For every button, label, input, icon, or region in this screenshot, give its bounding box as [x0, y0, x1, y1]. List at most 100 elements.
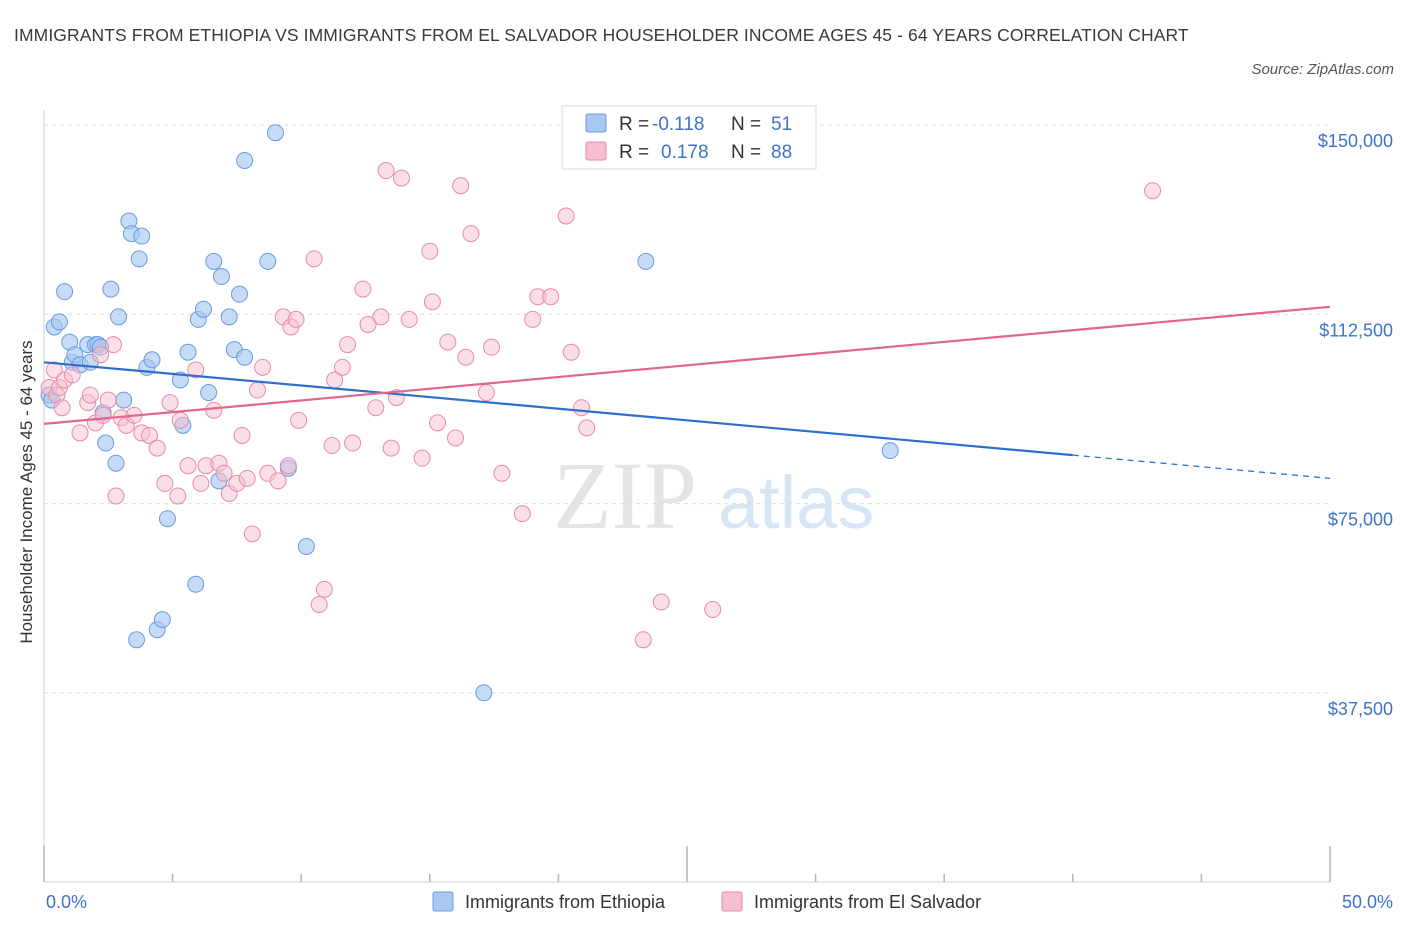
- point-salvador-83: [578, 419, 596, 437]
- point-salvador-62: [393, 169, 411, 187]
- x-tick-label-1: 50.0%: [1342, 892, 1393, 912]
- point-ethiopia-33: [187, 575, 205, 593]
- point-salvador-56: [359, 315, 377, 333]
- point-salvador-59: [377, 162, 395, 180]
- point-salvador-13: [99, 391, 117, 409]
- point-salvador-6: [63, 366, 81, 384]
- point-ethiopia-36: [200, 384, 218, 402]
- point-salvador-71: [457, 348, 475, 366]
- legend-n-label-ethiopia: N =: [731, 114, 761, 135]
- point-salvador-75: [493, 464, 511, 482]
- point-salvador-55: [354, 280, 372, 298]
- trend-line-ethiopia: [43, 361, 1073, 457]
- point-salvador-46: [290, 411, 308, 429]
- point-ethiopia-15: [97, 434, 115, 452]
- point-salvador-24: [169, 487, 187, 505]
- watermark-atlas: atlas: [718, 461, 874, 544]
- point-salvador-84: [634, 631, 652, 649]
- point-salvador-12: [94, 406, 112, 424]
- legend-n-value-salvador: 88: [771, 142, 792, 163]
- point-ethiopia-29: [158, 510, 176, 528]
- point-salvador-4: [53, 399, 71, 417]
- x-tick-label-0: 0.0%: [46, 892, 87, 912]
- point-salvador-73: [477, 384, 495, 402]
- point-salvador-81: [562, 343, 580, 361]
- point-ethiopia-43: [236, 348, 254, 366]
- point-salvador-52: [333, 358, 351, 376]
- series-salvador: [40, 162, 1162, 649]
- point-salvador-87: [1144, 182, 1162, 200]
- point-salvador-14: [104, 336, 122, 354]
- point-salvador-85: [652, 593, 670, 611]
- point-ethiopia-48: [297, 537, 315, 555]
- point-ethiopia-22: [128, 631, 146, 649]
- point-salvador-41: [269, 472, 287, 490]
- legend-swatch-ethiopia: [585, 113, 607, 133]
- point-ethiopia-18: [110, 308, 128, 326]
- point-salvador-37: [243, 525, 261, 543]
- point-salvador-80: [557, 207, 575, 225]
- point-ethiopia-24: [133, 227, 151, 245]
- point-salvador-32: [215, 464, 233, 482]
- point-salvador-26: [179, 457, 197, 475]
- point-ethiopia-19: [115, 391, 133, 409]
- point-salvador-11: [92, 346, 110, 364]
- y-tick-label-3: $150,000: [1318, 131, 1393, 151]
- point-salvador-35: [233, 426, 251, 444]
- point-salvador-30: [205, 401, 223, 419]
- point-ethiopia-35: [194, 300, 212, 318]
- legend-n-value-ethiopia: 51: [771, 114, 792, 135]
- point-salvador-43: [279, 457, 297, 475]
- point-salvador-70: [452, 177, 470, 195]
- point-ethiopia-42: [230, 285, 248, 303]
- point-salvador-45: [287, 310, 305, 328]
- grid-lines: [44, 124, 1330, 694]
- point-salvador-63: [400, 310, 418, 328]
- x-tick-labels: 0.0% 50.0%: [46, 892, 1393, 912]
- trend-line-ethiopia-extension: [1072, 454, 1331, 479]
- point-salvador-77: [524, 310, 542, 328]
- point-salvador-47: [305, 250, 323, 268]
- bottom-legend-swatch-ethiopia: [432, 891, 454, 912]
- point-salvador-64: [413, 449, 431, 467]
- point-ethiopia-23: [130, 250, 148, 268]
- chart-source: Source: ZipAtlas.com: [1251, 61, 1394, 78]
- point-ethiopia-50: [637, 252, 655, 270]
- point-ethiopia-37: [205, 252, 223, 270]
- point-salvador-72: [462, 225, 480, 243]
- point-ethiopia-40: [220, 308, 238, 326]
- point-salvador-68: [439, 333, 457, 351]
- point-salvador-21: [148, 439, 166, 457]
- point-ethiopia-46: [266, 124, 284, 142]
- point-salvador-48: [310, 595, 328, 613]
- legend-r-value-salvador: 0.178: [661, 142, 709, 163]
- bottom-legend: Immigrants from Ethiopia Immigrants from…: [432, 891, 981, 912]
- point-salvador-28: [192, 474, 210, 492]
- y-tick-label-0: $37,500: [1328, 699, 1393, 719]
- y-tick-label-1: $75,000: [1328, 510, 1393, 530]
- bottom-legend-label-ethiopia: Immigrants from Ethiopia: [465, 892, 666, 912]
- point-salvador-65: [421, 242, 439, 260]
- legend-box: R = -0.118 N = 51 R = 0.178 N = 88: [561, 105, 817, 170]
- point-salvador-60: [382, 439, 400, 457]
- point-salvador-25: [171, 411, 189, 429]
- legend-r-label-ethiopia: R =: [619, 114, 649, 135]
- watermark: ZIP atlas: [553, 442, 874, 549]
- legend-r-value-ethiopia: -0.118: [652, 114, 704, 135]
- bottom-legend-label-salvador: Immigrants from El Salvador: [754, 892, 981, 912]
- point-ethiopia-16: [102, 280, 120, 298]
- point-salvador-86: [704, 601, 722, 619]
- bottom-legend-swatch-salvador: [721, 891, 743, 912]
- point-ethiopia-32: [179, 343, 197, 361]
- point-salvador-1: [45, 361, 63, 379]
- point-salvador-66: [423, 293, 441, 311]
- point-salvador-74: [483, 338, 501, 356]
- point-salvador-39: [254, 358, 272, 376]
- point-salvador-36: [238, 469, 256, 487]
- point-salvador-50: [323, 437, 341, 455]
- point-salvador-38: [248, 381, 266, 399]
- point-salvador-53: [338, 336, 356, 354]
- y-tick-labels: $37,500 $75,000 $112,500 $150,000: [1318, 131, 1393, 719]
- legend-swatch-salvador: [585, 141, 607, 161]
